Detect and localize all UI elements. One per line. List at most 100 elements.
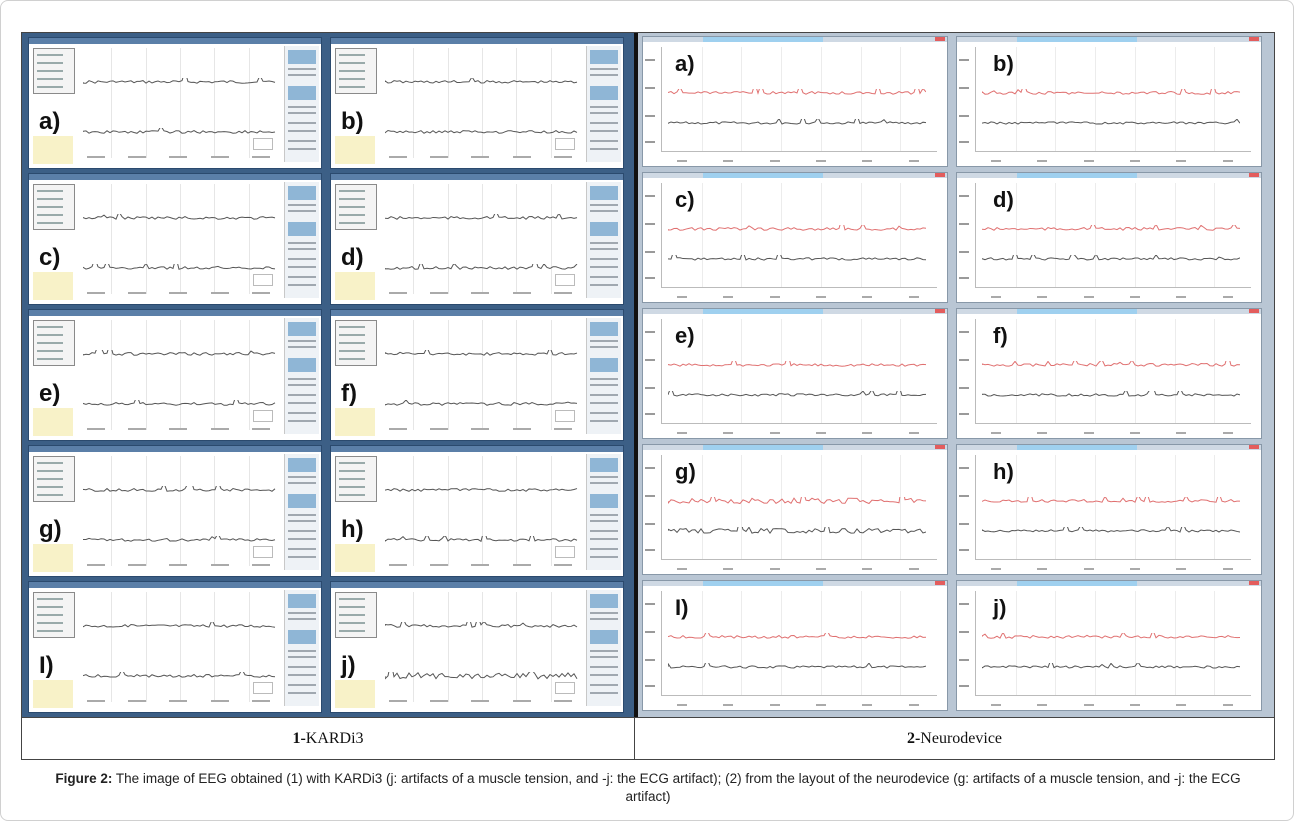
- grid-line: [1174, 455, 1176, 559]
- grid-line: [516, 592, 518, 702]
- x-tick: [991, 704, 1001, 706]
- control-sidebar: [586, 454, 621, 570]
- eeg-trace-line: [668, 361, 926, 367]
- grid-line: [111, 592, 113, 702]
- control-line: [590, 258, 618, 260]
- control-line: [590, 248, 618, 250]
- control-line: [590, 68, 618, 70]
- grid-line: [701, 591, 703, 695]
- control-block: [288, 86, 316, 100]
- eeg-plot-area: [975, 47, 1251, 152]
- channel-list-line: [37, 622, 63, 624]
- grid-line: [413, 320, 415, 430]
- control-line: [288, 140, 316, 142]
- channel-list-line: [339, 70, 365, 72]
- x-tick: [991, 568, 1001, 570]
- x-tick: [1176, 160, 1187, 162]
- control-sidebar: [284, 46, 319, 162]
- eeg-trace-line: [83, 128, 276, 134]
- grid-line: [447, 184, 449, 294]
- panel-label: I): [675, 595, 689, 620]
- control-line: [590, 210, 618, 212]
- status-area: [33, 680, 73, 708]
- window-titlebar: [29, 582, 321, 588]
- channel-list-line: [37, 78, 63, 80]
- topbar-highlight: [1017, 581, 1137, 586]
- eeg-plot-area: [661, 183, 937, 288]
- scale-box: [555, 274, 575, 286]
- grid-line: [781, 47, 783, 151]
- control-line: [590, 412, 618, 414]
- control-block: [288, 494, 316, 508]
- eeg-trace-line: [385, 672, 578, 680]
- eeg-trace-line: [982, 497, 1240, 503]
- eeg-trace-line: [982, 391, 1240, 397]
- control-line: [288, 204, 316, 206]
- grid-line: [214, 592, 216, 702]
- control-line: [288, 656, 316, 658]
- grid-line: [214, 48, 216, 158]
- y-tick: [645, 495, 655, 497]
- grid-line: [248, 320, 250, 430]
- eeg-trace: [83, 128, 276, 134]
- x-tick: [1176, 296, 1187, 298]
- eeg-trace: [83, 400, 276, 406]
- panel-label: a): [675, 51, 695, 76]
- control-line: [288, 68, 316, 70]
- eeg-trace-line: [668, 391, 926, 397]
- y-tick: [645, 141, 655, 143]
- x-tick: [991, 160, 1001, 162]
- eeg-plot-area: [975, 183, 1251, 288]
- grid-line: [741, 47, 743, 151]
- grid-line: [1214, 455, 1216, 559]
- control-block: [590, 358, 618, 372]
- scale-box: [253, 546, 273, 558]
- grid-line: [860, 591, 862, 695]
- window-topbar: [957, 309, 1261, 314]
- x-tick: [723, 296, 734, 298]
- y-tick: [645, 549, 655, 551]
- eeg-trace: [83, 78, 276, 84]
- panel-label: j): [341, 652, 356, 679]
- eeg-trace-line: [982, 119, 1240, 125]
- grid-line: [1055, 47, 1057, 151]
- control-line: [288, 346, 316, 348]
- control-line: [590, 204, 618, 206]
- x-tick: [1083, 568, 1094, 570]
- y-tick: [959, 87, 969, 89]
- channel-list-line: [339, 606, 365, 608]
- eeg-trace-line: [385, 264, 578, 270]
- grid-line: [482, 456, 483, 566]
- window-topbar: [957, 581, 1261, 586]
- kardi3-eeg-panel: f): [330, 309, 624, 441]
- panel-label: f): [341, 380, 357, 407]
- eeg-trace: [668, 663, 926, 669]
- eeg-plot-area: [661, 455, 937, 560]
- grid-line: [516, 456, 518, 566]
- eeg-trace-line: [385, 129, 578, 134]
- grid-line: [516, 184, 518, 294]
- y-tick: [645, 251, 655, 253]
- topbar-highlight: [703, 37, 823, 42]
- panel-label: c): [39, 244, 61, 271]
- y-tick: [959, 495, 969, 497]
- grid-line: [781, 319, 783, 423]
- x-tick: [862, 160, 873, 162]
- eeg-trace: [83, 264, 276, 270]
- close-icon: [935, 445, 945, 449]
- grid-line: [145, 592, 147, 702]
- y-tick: [645, 223, 655, 225]
- channel-list-line: [339, 630, 365, 632]
- control-block: [590, 50, 618, 64]
- eeg-trace-line: [83, 350, 276, 356]
- control-block: [288, 50, 316, 64]
- eeg-trace: [668, 527, 926, 534]
- neurodevice-eeg-panel: b): [956, 36, 1262, 167]
- eeg-trace: [668, 391, 926, 397]
- channel-list-line: [37, 470, 63, 472]
- control-line: [288, 520, 316, 522]
- channel-list-line: [37, 326, 63, 328]
- close-icon: [1249, 581, 1259, 585]
- eeg-trace-line: [982, 255, 1240, 261]
- x-tick: [769, 160, 780, 162]
